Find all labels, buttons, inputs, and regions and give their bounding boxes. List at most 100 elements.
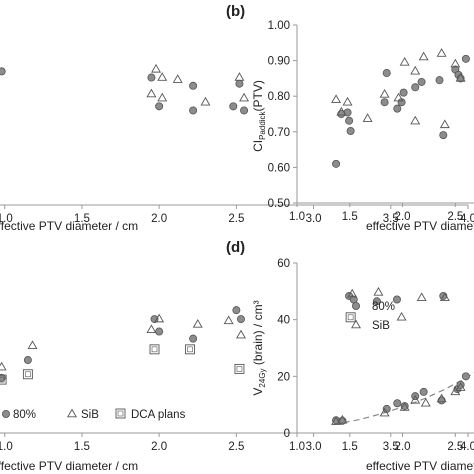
point-80-percent (372, 297, 381, 306)
point-sib (27, 340, 38, 350)
x-tick-label: 1.5 (342, 441, 358, 453)
x-tick-label: 1.0 (289, 211, 305, 223)
point-sib (239, 92, 250, 102)
x-tick-label: 2.0 (395, 211, 411, 223)
x-tick-label: 2.5 (447, 441, 463, 453)
y-tick-label: 1.00 (268, 20, 290, 32)
y-tick-label: 0.80 (268, 91, 290, 103)
y-tick-label: 20 (277, 371, 290, 383)
point-sib (234, 72, 245, 81)
legend-d: 80% SiB (351, 301, 395, 332)
point-80-percent (240, 106, 249, 115)
point-dca (22, 369, 33, 380)
point-dca-inner (151, 346, 158, 353)
point-sib (373, 286, 384, 296)
legend-c-dca-marker (115, 408, 126, 419)
y-title-b-sub: Paddick (258, 110, 267, 139)
x-tick-label: 2.0 (151, 441, 167, 453)
point-80-percent (461, 372, 470, 381)
y-title-d-v: V (251, 388, 265, 396)
chart-panel-c: 1.0 1.5 2.0 2.5 3.0 3.5 4.0 (0, 286, 474, 453)
x-tick-label: 1.0 (289, 441, 305, 453)
point-sib (154, 313, 165, 323)
y-tick-label: 0.50 (268, 198, 290, 210)
chart-panel-b: 1.0 1.5 2.0 2.5 0.50 0.60 0.70 0.80 0.90 1.00 (268, 20, 474, 223)
point-80-percent (0, 67, 6, 76)
point-sib (416, 292, 427, 301)
point-sib (436, 48, 447, 57)
point-sib (450, 386, 461, 396)
point-sib (379, 407, 390, 417)
legend-c-sib-marker (67, 408, 77, 418)
point-80-percent (155, 102, 164, 111)
x-tick-label: 2.5 (228, 441, 244, 453)
point-80-percent (189, 81, 198, 90)
point-80-percent (411, 83, 420, 92)
y-title-d-rest: (brain) / cm³ (251, 300, 265, 368)
point-80-percent (346, 127, 355, 136)
point-sib (342, 96, 353, 106)
x-tick-label: 1.0 (0, 441, 13, 453)
point-80-percent (419, 387, 428, 396)
panel-label-b: (b) (226, 3, 245, 20)
point-dca (234, 363, 245, 374)
point-dca (149, 344, 160, 355)
point-80-percent (150, 315, 159, 324)
y-title-d-sub: 24Gy (258, 368, 267, 387)
point-sib (410, 115, 421, 125)
point-sib (0, 361, 7, 371)
point-sib (418, 51, 429, 61)
point-sib (192, 319, 203, 328)
point-80-percent (417, 77, 426, 86)
legend-c-dca-label: DCA plans (131, 409, 186, 421)
x-tick-label: 2.0 (395, 441, 411, 453)
x-tick-label: 2.5 (228, 213, 244, 225)
x-axis-title-b: effective PTV diameter / cm (366, 219, 474, 233)
point-sib (399, 402, 410, 411)
legend-c-dca-inner (117, 410, 124, 417)
x-axis-title-c: effective PTV diameter / cm (0, 459, 138, 473)
point-sib (410, 65, 421, 75)
legend-c: 80% SiB DCA plans (2, 408, 186, 421)
y-title-b-ci: CI (251, 140, 265, 152)
point-80-percent (189, 334, 198, 343)
point-dca (185, 344, 195, 355)
x-tick-label: 3.0 (306, 213, 322, 225)
x-axis-title-a: effective PTV diameter / cm (0, 219, 138, 233)
y-tick-label: 60 (277, 258, 290, 270)
point-80-percent (332, 159, 341, 168)
legend-d-80-label: 80% (372, 301, 395, 313)
point-sib (336, 106, 347, 116)
legend-d-80-marker (351, 301, 360, 310)
point-dca-inner (0, 376, 5, 383)
point-dca (345, 312, 356, 323)
point-80-percent (147, 73, 156, 82)
point-80-percent (236, 315, 245, 324)
legend-c-80-label: 80% (13, 409, 36, 421)
point-sib (347, 288, 358, 298)
y-tick-label: 0.90 (268, 56, 290, 68)
point-sib (393, 92, 404, 102)
point-80-percent (229, 102, 238, 111)
x-axis-title-d: effective PTV diameter / cm (366, 459, 474, 473)
y-axis-title-d: V24Gy (brain) / cm³ (251, 300, 267, 395)
point-sib (146, 88, 157, 98)
x-tick-label: 2.0 (151, 213, 167, 225)
point-80-percent (461, 54, 470, 63)
point-80-percent (393, 399, 402, 408)
legend-d-sib-marker (351, 319, 361, 329)
y-tick-label: 40 (277, 315, 290, 327)
x-tick-label: 1.0 (0, 213, 13, 225)
point-sib (236, 329, 246, 339)
x-tick-label: 4.0 (460, 441, 474, 453)
legend-c-sib-label: SiB (81, 409, 99, 421)
point-sib (399, 56, 410, 66)
point-sib (362, 113, 373, 122)
point-dca-inner (236, 366, 243, 372)
point-80-percent (232, 306, 241, 315)
chart-panel-d: 1.0 1.5 2.0 2.5 0 20 40 60 (277, 258, 474, 453)
point-sib (450, 58, 461, 68)
point-sib (439, 292, 450, 301)
point-80-percent (392, 295, 401, 304)
